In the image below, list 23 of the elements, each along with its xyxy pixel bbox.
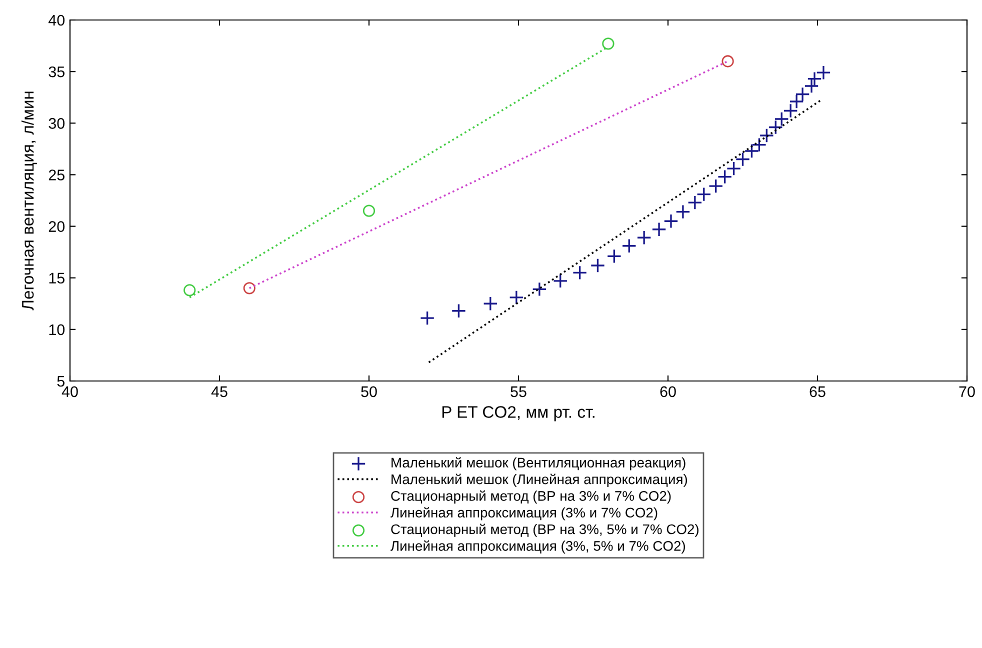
y-tick-label: 30	[48, 118, 65, 129]
legend-label: Линейная аппроксимация (3%, 5% и 7% CO2)	[390, 540, 685, 554]
y-tick-label: 15	[49, 272, 64, 284]
y-tick-label: 40	[48, 14, 65, 26]
x-axis-title: P ET CO2, мм рт. ст.	[442, 406, 594, 422]
x-tick-label: 70	[959, 386, 975, 398]
x-tick-label: 55	[510, 386, 526, 398]
x-tick-label: 40	[62, 386, 78, 398]
legend-label: Маленький мешок (Линейная аппроксимация)	[392, 474, 688, 487]
y-tick-label: 5	[57, 376, 64, 387]
legend-label: Маленький мешок (Вентиляционная реакция)	[392, 457, 686, 470]
y-tick-label: 25	[48, 170, 64, 180]
x-tick-label: 60	[660, 386, 676, 398]
y-tick-label: 35	[48, 66, 64, 78]
x-tick-label: 65	[810, 386, 826, 398]
legend-label: Стационарный метод (ВР на 3% и 7% CO2)	[391, 490, 671, 504]
legend-label: Стационарный метод (ВР на 3%, 5% и 7% CO2)	[391, 524, 698, 537]
legend-label: Линейная аппроксимация (3% и 7% CO2)	[390, 507, 658, 520]
y-tick-label: 10	[49, 324, 65, 336]
x-tick-label: 50	[361, 386, 377, 398]
y-axis-title: Легочная вентиляция, л/мин	[22, 92, 37, 310]
y-tick-label: 20	[48, 221, 65, 232]
x-tick-label: 45	[211, 386, 228, 398]
